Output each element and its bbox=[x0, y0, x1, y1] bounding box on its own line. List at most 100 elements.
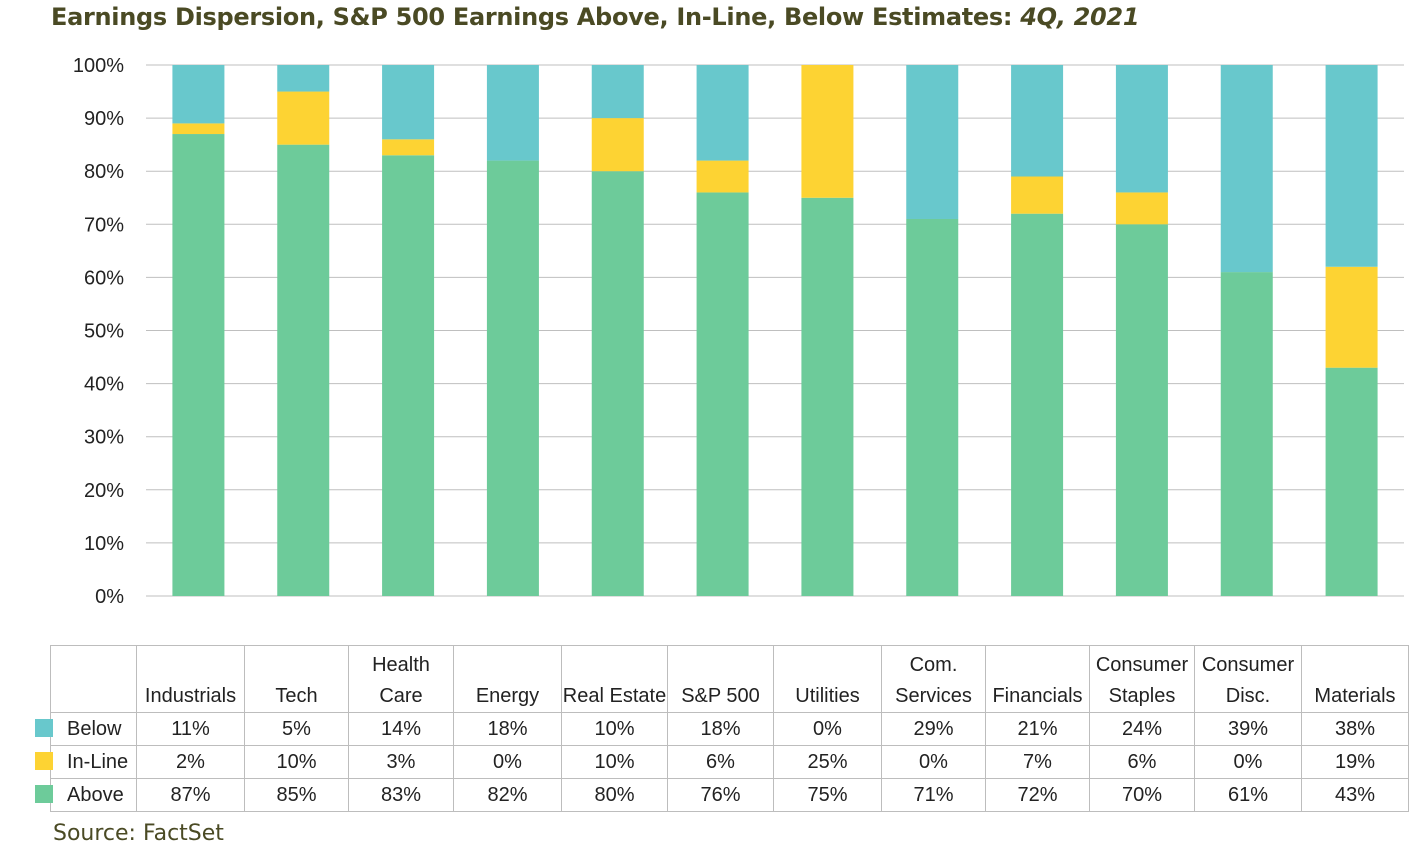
table-cell: 21% bbox=[985, 712, 1090, 746]
bar-above-health-care bbox=[382, 155, 435, 596]
legend-label: In-Line bbox=[35, 745, 137, 779]
bar-above-consumer-staples bbox=[1115, 224, 1168, 597]
y-tick-label: 100% bbox=[73, 55, 124, 77]
bar-in-line-s-p-500 bbox=[696, 160, 749, 193]
table-cell: 19% bbox=[1301, 745, 1409, 779]
bar-in-line-materials bbox=[1325, 266, 1378, 368]
table-cell: 76% bbox=[667, 778, 774, 812]
table-header-cell: Com. Services bbox=[881, 645, 986, 713]
table-cell: 0% bbox=[1194, 745, 1302, 779]
table-header-cell: Health Care bbox=[348, 645, 454, 713]
bar-below-financials bbox=[1011, 65, 1064, 177]
table-header-cell: Consumer Disc. bbox=[1194, 645, 1302, 713]
table-cell: 80% bbox=[561, 778, 668, 812]
bar-in-line-health-care bbox=[382, 139, 435, 156]
chart-title-period: 4Q, 2021 bbox=[1020, 3, 1140, 31]
table-cell: 7% bbox=[985, 745, 1090, 779]
y-tick-label: 40% bbox=[84, 374, 124, 396]
bar-above-financials bbox=[1011, 213, 1064, 596]
y-tick-label: 90% bbox=[84, 108, 124, 130]
table-cell: 2% bbox=[136, 745, 245, 779]
table-header-cell: Materials bbox=[1301, 645, 1409, 713]
table-cell: 39% bbox=[1194, 712, 1302, 746]
table-row: Above 87% 85% 83% 82% 80% 76% 75% 71% 72% 70% 61% 43… bbox=[35, 778, 1409, 812]
table-cell: 0% bbox=[453, 745, 562, 779]
bar-below-com-services bbox=[906, 65, 959, 219]
table-header-cell: Industrials bbox=[136, 645, 245, 713]
table-cell: 18% bbox=[453, 712, 562, 746]
table-corner bbox=[50, 645, 137, 713]
table-cell: 0% bbox=[881, 745, 986, 779]
table-header-cell: Financials bbox=[985, 645, 1090, 713]
bar-below-materials bbox=[1325, 65, 1378, 267]
y-tick-label: 60% bbox=[84, 267, 124, 289]
table-cell: 70% bbox=[1089, 778, 1195, 812]
data-table: Industrials Tech Health Care Energy Real Esta… bbox=[35, 645, 1409, 812]
y-tick-label: 0% bbox=[95, 586, 124, 608]
table-cell: 24% bbox=[1089, 712, 1195, 746]
table-cell: 10% bbox=[561, 712, 668, 746]
table-cell: 82% bbox=[453, 778, 562, 812]
y-tick-label: 70% bbox=[84, 214, 124, 236]
table-cell: 61% bbox=[1194, 778, 1302, 812]
table-cell: 85% bbox=[244, 778, 349, 812]
table-cell: 43% bbox=[1301, 778, 1409, 812]
bar-in-line-financials bbox=[1011, 176, 1064, 214]
table-header-cell: Real Estate bbox=[561, 645, 668, 713]
table-cell: 38% bbox=[1301, 712, 1409, 746]
bar-below-consumer-disc- bbox=[1220, 65, 1273, 273]
table-cell: 14% bbox=[348, 712, 454, 746]
legend-swatch bbox=[35, 784, 53, 803]
bar-above-consumer-disc- bbox=[1220, 272, 1273, 596]
bar-below-real-estate bbox=[591, 65, 644, 119]
bar-in-line-industrials bbox=[172, 123, 225, 135]
bar-below-s-p-500 bbox=[696, 65, 749, 161]
bar-above-real-estate bbox=[591, 171, 644, 596]
bar-below-health-care bbox=[382, 65, 435, 140]
table-cell: 72% bbox=[985, 778, 1090, 812]
table-header-cell: Energy bbox=[453, 645, 562, 713]
legend-swatch bbox=[35, 718, 53, 737]
bar-in-line-utilities bbox=[801, 65, 854, 198]
table-cell: 5% bbox=[244, 712, 349, 746]
table-cell: 10% bbox=[561, 745, 668, 779]
table-cell: 87% bbox=[136, 778, 245, 812]
legend-label: Above bbox=[35, 778, 137, 812]
legend-swatch bbox=[35, 751, 53, 770]
table-cell: 11% bbox=[136, 712, 245, 746]
table-cell: 25% bbox=[773, 745, 882, 779]
table-cell: 6% bbox=[1089, 745, 1195, 779]
bar-below-consumer-staples bbox=[1115, 65, 1168, 193]
y-tick-label: 20% bbox=[84, 480, 124, 502]
table-cell: 18% bbox=[667, 712, 774, 746]
table-cell: 29% bbox=[881, 712, 986, 746]
table-cell: 75% bbox=[773, 778, 882, 812]
bar-in-line-real-estate bbox=[591, 118, 644, 172]
table-header-cell: Consumer Staples bbox=[1089, 645, 1195, 713]
chart-title: Earnings Dispersion, S&P 500 Earnings Ab… bbox=[51, 3, 1140, 31]
stacked-bar-chart: 0% 10% 20% 30% 40% 50% 60% 70% 80% 90% 100% bbox=[73, 55, 1404, 608]
y-tick-label: 50% bbox=[84, 321, 124, 343]
y-tick-label: 80% bbox=[84, 161, 124, 183]
bar-in-line-tech bbox=[277, 91, 330, 145]
table-cell: 0% bbox=[773, 712, 882, 746]
table-header-cell: Utilities bbox=[773, 645, 882, 713]
bar-above-s-p-500 bbox=[696, 192, 749, 596]
source-note: Source: FactSet bbox=[53, 821, 224, 846]
bar-below-energy bbox=[486, 65, 539, 161]
table-header-cell: Tech bbox=[244, 645, 349, 713]
table-cell: 83% bbox=[348, 778, 454, 812]
bar-above-tech bbox=[277, 144, 330, 596]
table-cell: 3% bbox=[348, 745, 454, 779]
bar-above-materials bbox=[1325, 367, 1378, 596]
table-row: Below 11% 5% 14% 18% 10% 18% 0% 29% 21% 24% 39% 38% bbox=[35, 712, 1409, 746]
bar-above-com-services bbox=[906, 218, 959, 597]
y-tick-label: 10% bbox=[84, 533, 124, 555]
bar-above-utilities bbox=[801, 197, 854, 596]
table-header-cell: S&P 500 bbox=[667, 645, 774, 713]
bar-below-industrials bbox=[172, 65, 225, 124]
table-cell: 71% bbox=[881, 778, 986, 812]
table-row: In-Line 2% 10% 3% 0% 10% 6% 25% 0% 7% 6% 0% 19% bbox=[35, 745, 1409, 779]
table-cell: 6% bbox=[667, 745, 774, 779]
bar-above-energy bbox=[486, 160, 539, 596]
